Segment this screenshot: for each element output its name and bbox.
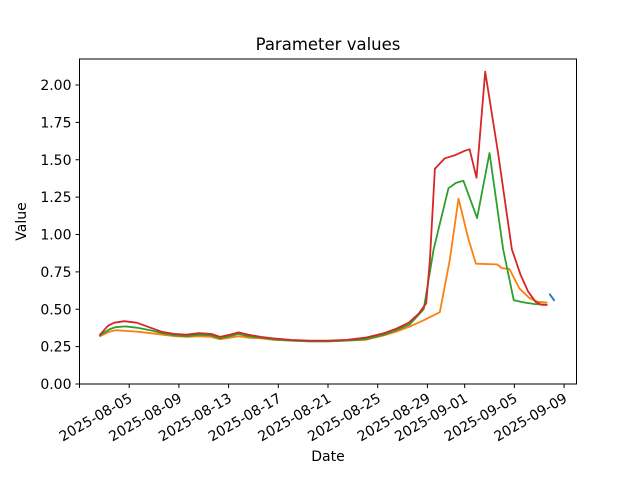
series-line-blue (548, 293, 555, 302)
chart-title: Parameter values (256, 35, 401, 54)
series-line-orange (99, 197, 548, 343)
y-axis-label: Value (14, 202, 30, 240)
y-tick-label: 0.75 (40, 265, 71, 281)
y-tick-label: 1.75 (40, 115, 71, 131)
plot-area: 2025-08-052025-08-092025-08-132025-08-17… (40, 58, 577, 445)
plot-frame (79, 58, 577, 385)
y-tick-label: 0.50 (40, 302, 71, 318)
y-tick-label: 1.00 (40, 228, 71, 244)
series-line-red (99, 70, 548, 342)
x-axis-label: Date (311, 449, 344, 465)
y-tick-label: 0.25 (40, 340, 71, 356)
y-tick-label: 2.00 (40, 78, 71, 94)
series-line-green (99, 152, 548, 343)
y-tick-label: 1.25 (40, 190, 71, 206)
y-tick-label: 1.50 (40, 153, 71, 169)
y-tick-label: 0.00 (40, 377, 71, 393)
